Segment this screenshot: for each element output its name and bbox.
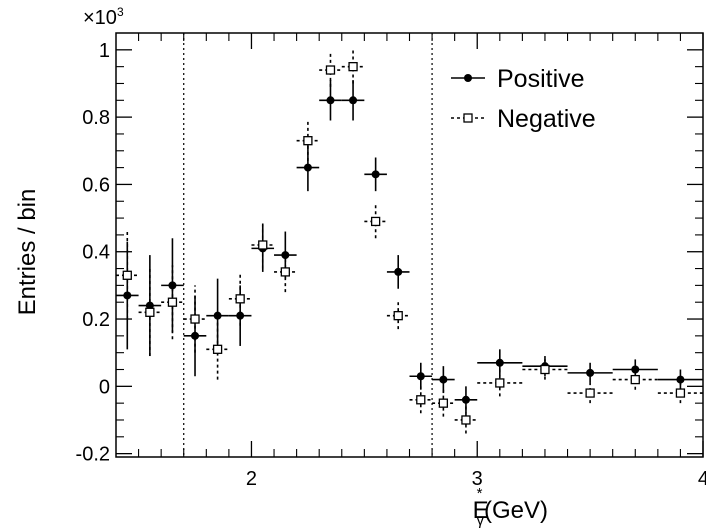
data-point [495,378,505,388]
data-point [213,311,222,320]
series-negative [116,49,703,434]
y-axis-title: Entries / bin [14,189,41,316]
legend-entry-positive: Positive [451,65,585,93]
data-point [461,415,471,425]
legend-label-positive: Positive [497,65,585,93]
data-point [370,216,381,227]
y-tick-label: 0.8 [82,107,110,129]
y-tick-label: 0.4 [82,242,110,264]
data-point [167,297,178,307]
data-point [191,331,200,340]
data-point [235,294,245,304]
data-point [439,375,448,384]
data-point [393,311,403,321]
data-point [461,395,470,404]
y-tick-label: 0.2 [82,309,110,331]
data-point [416,372,425,381]
data-point [280,267,290,277]
y-tick-label: -0.2 [76,444,110,466]
x-axis-title: E* γ(GeV) [473,485,548,529]
data-point [123,291,132,300]
data-point [586,368,595,377]
data-point [168,281,177,290]
data-point [540,364,550,375]
data-point [676,375,685,384]
x-tick-label: 2 [246,468,257,490]
data-point [325,65,336,75]
data-point [630,374,640,385]
data-point [349,96,358,105]
data-point [438,398,449,408]
data-point [416,395,426,405]
y-tick-label: 1 [99,40,110,62]
data-point [145,307,155,317]
plot-frame [115,32,704,458]
data-point [675,388,686,398]
data-point [495,358,504,367]
data-point [348,62,358,72]
data-point [303,136,313,146]
data-point [326,96,335,105]
data-point [122,270,132,280]
data-point [371,170,380,179]
legend: Positive Negative [451,65,596,133]
x-tick-label: 3 [472,468,483,490]
boundary-lines [183,33,433,457]
data-point [258,240,268,250]
axes [115,32,704,458]
data-point [190,314,200,324]
series-positive [116,80,703,414]
data-point [394,267,403,276]
data-point [212,344,223,354]
data-series [116,49,703,434]
legend-label-negative: Negative [497,105,596,133]
data-point [303,163,312,172]
y-tick-label: 0.6 [82,174,110,196]
tick-marks: -0.2 0 0.2 0.4 0.6 0.8 1 2 3 4 [76,33,706,490]
x-tick-label: 4 [698,468,706,490]
data-point [585,388,595,398]
data-point [236,311,245,320]
legend-entry-negative: Negative [451,105,596,133]
y-tick-label: 0 [99,376,110,398]
exponent-label: ×103 [83,5,124,29]
